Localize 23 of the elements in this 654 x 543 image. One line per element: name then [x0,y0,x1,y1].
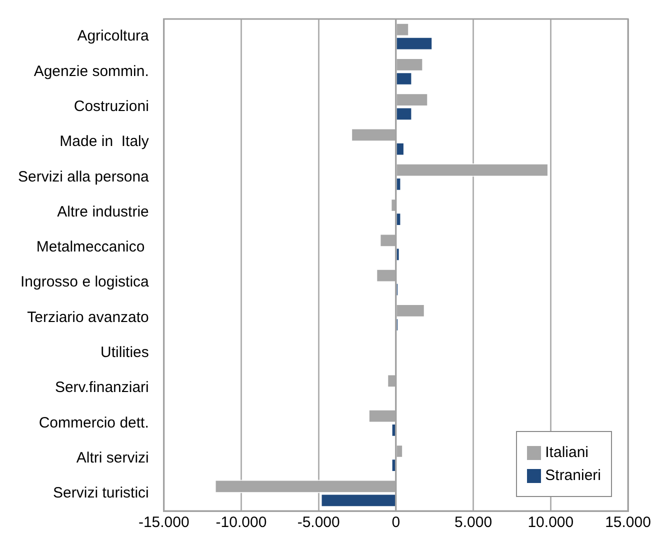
x-tick-label: 0 [392,514,400,532]
x-tick-label: -15.000 [138,514,190,532]
y-tick-label: Made in Italy [60,133,150,150]
y-tick-label: Servizi alla persona [18,168,150,186]
y-tick-label: Serv.finanziari [54,379,149,396]
x-tick-label: -5.000 [297,514,340,532]
x-tick-label: 5.000 [454,514,492,532]
legend-label: Stranieri [545,467,601,484]
y-tick-label: Agenzie sommin. [34,62,149,80]
y-tick-label: Servizi turistici [53,484,149,502]
x-tick-label: -10.000 [216,514,267,532]
y-tick-label: Terziario avanzato [27,308,149,326]
y-tick-label: Utilities [100,344,149,361]
y-tick-label: Altre industrie [57,203,149,220]
x-tick-label: 10.000 [528,514,574,532]
y-tick-label: Costruzioni [74,98,149,115]
y-tick-label: Agricoltura [77,28,150,45]
y-tick-label: Metalmeccanico [36,238,149,256]
y-tick-label: Altri servizi [76,449,149,466]
x-tick-label: 15.000 [605,514,651,532]
legend-label: Italiani [545,444,588,461]
y-tick-label: Commercio dett. [38,414,149,432]
y-tick-label: Ingrosso e logistica [20,274,150,291]
